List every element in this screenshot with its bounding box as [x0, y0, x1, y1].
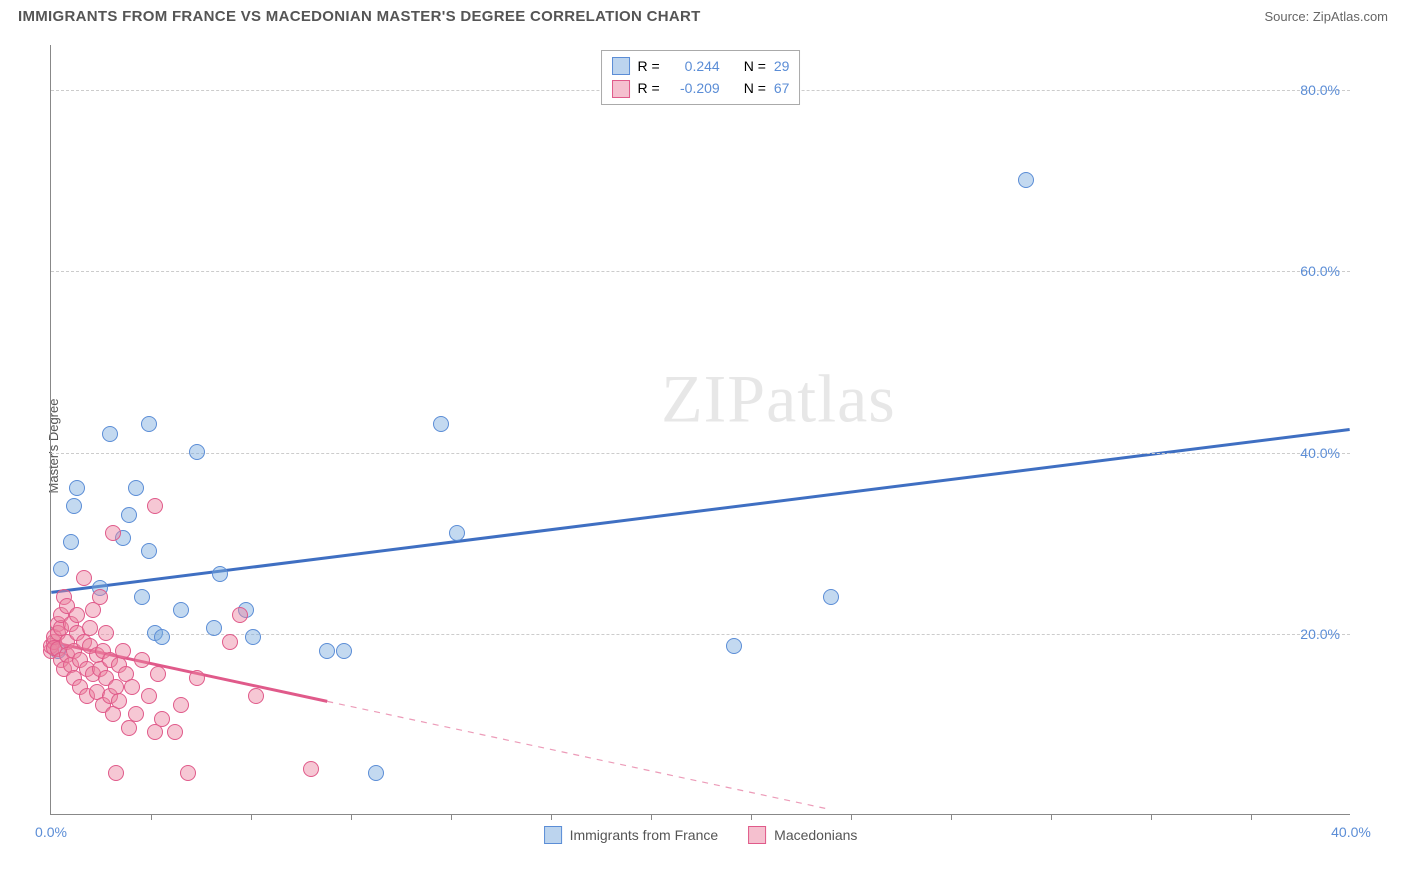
data-point	[222, 634, 238, 650]
x-tick	[851, 814, 852, 820]
data-point	[206, 620, 222, 636]
data-point	[128, 480, 144, 496]
data-point	[115, 643, 131, 659]
legend-item-macedonians: Macedonians	[748, 826, 857, 844]
x-tick	[951, 814, 952, 820]
data-point	[66, 498, 82, 514]
data-point	[53, 561, 69, 577]
data-point	[1018, 172, 1034, 188]
data-point	[124, 679, 140, 695]
n-value: 67	[774, 77, 790, 99]
data-point	[180, 765, 196, 781]
data-point	[105, 525, 121, 541]
data-point	[173, 697, 189, 713]
x-tick	[1151, 814, 1152, 820]
trend-lines	[51, 45, 1350, 814]
data-point	[141, 543, 157, 559]
y-tick-label: 80.0%	[1300, 82, 1340, 98]
data-point	[141, 688, 157, 704]
y-tick-label: 60.0%	[1300, 263, 1340, 279]
data-point	[134, 652, 150, 668]
x-tick	[751, 814, 752, 820]
gridline	[51, 453, 1350, 454]
data-point	[154, 711, 170, 727]
legend-label: Immigrants from France	[570, 827, 719, 843]
swatch-pink-icon	[612, 80, 630, 98]
watermark: ZIPatlas	[661, 359, 896, 438]
data-point	[212, 566, 228, 582]
data-point	[102, 426, 118, 442]
data-point	[98, 625, 114, 641]
data-point	[167, 724, 183, 740]
data-point	[368, 765, 384, 781]
legend-label: Macedonians	[774, 827, 857, 843]
r-label: R =	[638, 55, 660, 77]
r-value: 0.244	[668, 55, 720, 77]
data-point	[154, 629, 170, 645]
swatch-blue-icon	[612, 57, 630, 75]
correlation-legend: R = 0.244 N = 29 R = -0.209 N = 67	[601, 50, 801, 105]
x-tick	[451, 814, 452, 820]
data-point	[141, 416, 157, 432]
swatch-pink-icon	[748, 826, 766, 844]
gridline	[51, 271, 1350, 272]
x-tick	[551, 814, 552, 820]
data-point	[92, 589, 108, 605]
n-label: N =	[744, 77, 766, 99]
x-tick	[151, 814, 152, 820]
y-tick-label: 20.0%	[1300, 626, 1340, 642]
data-point	[189, 444, 205, 460]
source-label: Source: ZipAtlas.com	[1264, 9, 1388, 24]
data-point	[108, 765, 124, 781]
n-label: N =	[744, 55, 766, 77]
x-tick	[1251, 814, 1252, 820]
legend-item-france: Immigrants from France	[544, 826, 719, 844]
x-tick-label: 40.0%	[1331, 824, 1371, 840]
n-value: 29	[774, 55, 790, 77]
scatter-chart: ZIPatlas R = 0.244 N = 29 R = -0.209 N =…	[50, 45, 1350, 815]
data-point	[449, 525, 465, 541]
data-point	[245, 629, 261, 645]
x-tick-label: 0.0%	[35, 824, 67, 840]
chart-title: IMMIGRANTS FROM FRANCE VS MACEDONIAN MAS…	[18, 8, 701, 25]
data-point	[823, 589, 839, 605]
data-point	[303, 761, 319, 777]
data-point	[147, 498, 163, 514]
legend-row-france: R = 0.244 N = 29	[612, 55, 790, 77]
data-point	[173, 602, 189, 618]
data-point	[232, 607, 248, 623]
data-point	[134, 589, 150, 605]
legend-row-macedonians: R = -0.209 N = 67	[612, 77, 790, 99]
y-tick-label: 40.0%	[1300, 445, 1340, 461]
data-point	[121, 507, 137, 523]
data-point	[69, 607, 85, 623]
data-point	[111, 693, 127, 709]
series-legend: Immigrants from France Macedonians	[544, 826, 858, 844]
swatch-blue-icon	[544, 826, 562, 844]
data-point	[726, 638, 742, 654]
data-point	[319, 643, 335, 659]
data-point	[128, 706, 144, 722]
data-point	[69, 480, 85, 496]
data-point	[82, 620, 98, 636]
data-point	[63, 534, 79, 550]
x-tick	[651, 814, 652, 820]
x-tick	[351, 814, 352, 820]
data-point	[150, 666, 166, 682]
data-point	[336, 643, 352, 659]
r-value: -0.209	[668, 77, 720, 99]
x-tick	[1051, 814, 1052, 820]
data-point	[76, 570, 92, 586]
data-point	[248, 688, 264, 704]
data-point	[433, 416, 449, 432]
data-point	[189, 670, 205, 686]
r-label: R =	[638, 77, 660, 99]
x-tick	[251, 814, 252, 820]
